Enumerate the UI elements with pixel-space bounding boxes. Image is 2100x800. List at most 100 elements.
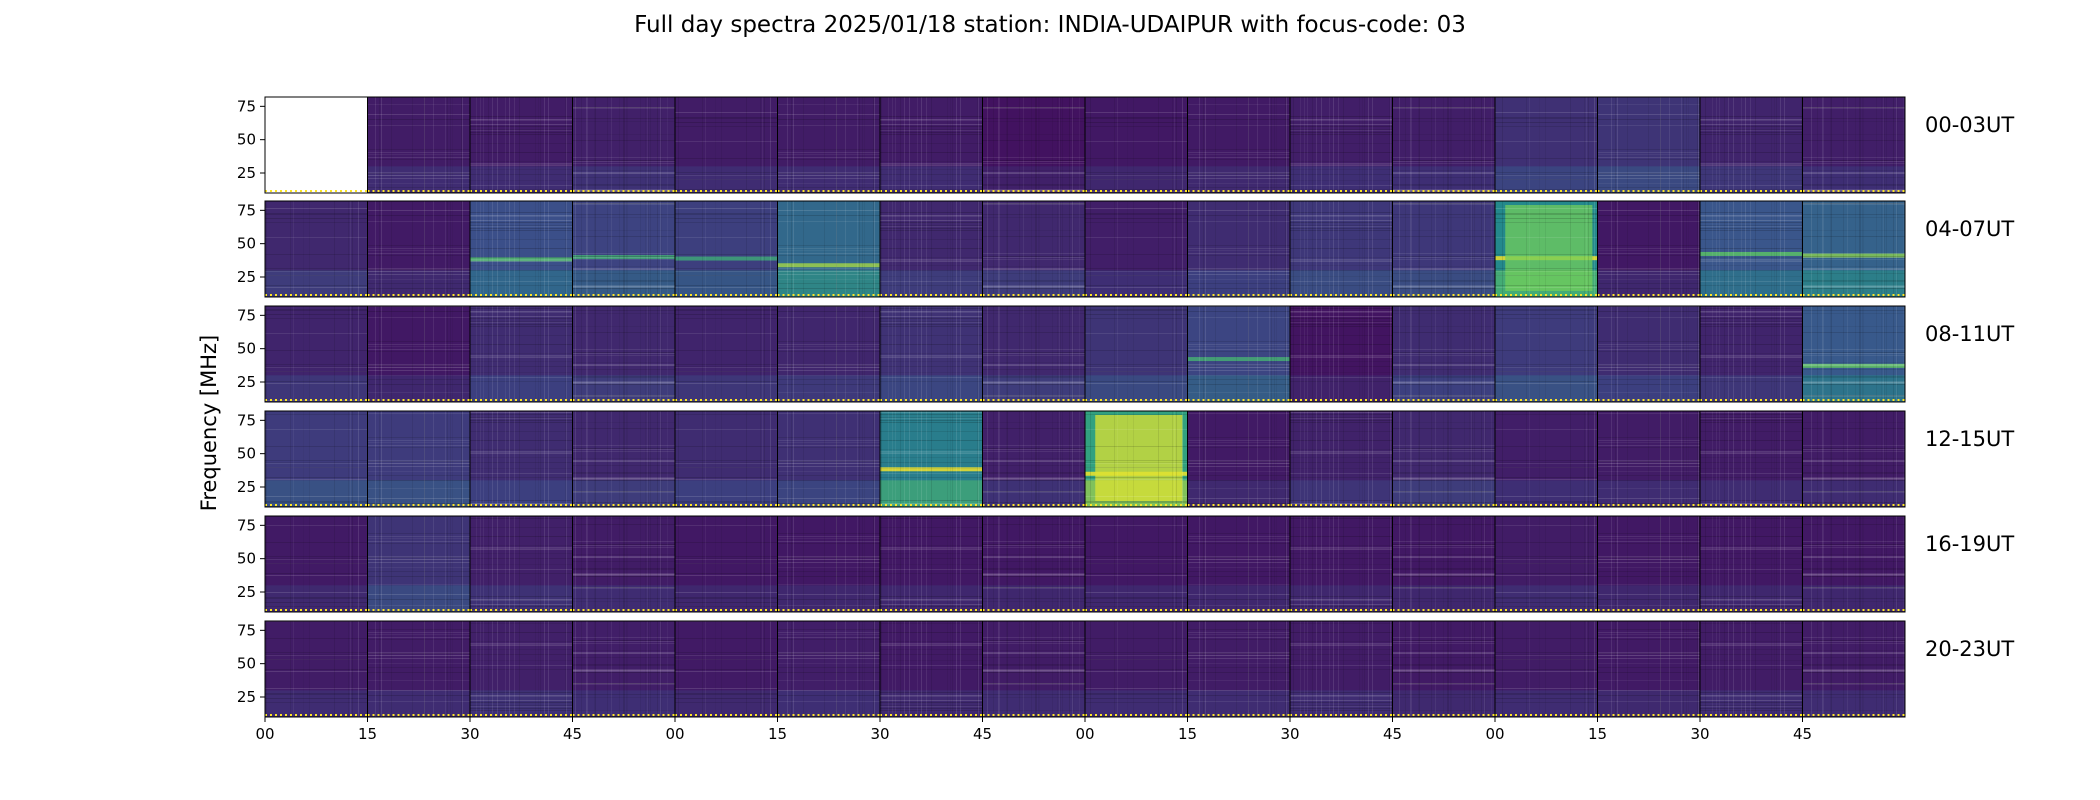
panel-texture xyxy=(1700,516,1803,612)
x-tick-label: 45 xyxy=(973,725,992,743)
spectrum-panel xyxy=(1289,200,1393,298)
panel-texture xyxy=(1085,201,1188,297)
spectra-row-04-07UT xyxy=(264,200,1906,298)
spectrum-panel xyxy=(777,96,881,194)
panel-texture xyxy=(1802,411,1905,507)
row-label: 20-23UT xyxy=(1925,637,2014,661)
spectrum-panel xyxy=(674,515,778,613)
panel-texture xyxy=(777,201,880,297)
panel-texture xyxy=(982,97,1085,193)
y-tick-label: 75 xyxy=(237,201,256,219)
spectrum-panel xyxy=(879,200,983,298)
row-label: 08-11UT xyxy=(1925,322,2014,346)
spectrum-panel xyxy=(1289,305,1393,403)
panel-texture xyxy=(1392,97,1495,193)
row-label: 12-15UT xyxy=(1925,427,2014,451)
spectrum-panel xyxy=(1392,305,1496,403)
panel-texture xyxy=(1802,97,1905,193)
spectrum-panel xyxy=(1494,410,1598,508)
panel-texture xyxy=(1085,516,1188,612)
panel-texture xyxy=(1700,201,1803,297)
spectrum-panel xyxy=(1187,620,1291,718)
panel-texture xyxy=(1495,97,1598,193)
spectrum-panel xyxy=(674,620,778,718)
spectrum-panel xyxy=(982,515,1086,613)
spectrum-panel xyxy=(982,200,1086,298)
spectrum-panel xyxy=(879,620,983,718)
x-tick-label: 00 xyxy=(255,725,274,743)
y-tick-label: 50 xyxy=(237,445,256,463)
spectrum-panel xyxy=(367,410,471,508)
panel-texture xyxy=(1597,411,1700,507)
spectrum-panel xyxy=(469,200,573,298)
panel-texture xyxy=(880,621,983,717)
spectrum-panel xyxy=(264,200,368,298)
panel-texture xyxy=(367,516,470,612)
panel-texture xyxy=(1700,621,1803,717)
spectrum-panel xyxy=(367,200,471,298)
x-tick-label: 00 xyxy=(665,725,684,743)
panel-texture xyxy=(265,201,368,297)
panel-frame xyxy=(1802,96,1906,194)
panel-texture xyxy=(265,516,368,612)
panel-texture xyxy=(265,621,368,717)
panel-texture xyxy=(1290,201,1393,297)
spectrum-panel xyxy=(1084,96,1188,194)
spectrum-panel xyxy=(1187,200,1291,298)
panel-texture xyxy=(367,97,470,193)
panel-texture xyxy=(1802,621,1905,717)
spectrum-panel xyxy=(879,305,983,403)
spectrum-panel xyxy=(264,305,368,403)
spectrum-panel xyxy=(469,515,573,613)
panel-texture xyxy=(1392,306,1495,402)
y-tick-label: 50 xyxy=(237,235,256,253)
panel-texture xyxy=(367,411,470,507)
spectrum-panel xyxy=(1597,96,1701,194)
spectrum-panel xyxy=(572,200,676,298)
panel-texture xyxy=(675,621,778,717)
panel-texture xyxy=(470,621,573,717)
spectrum-panel xyxy=(777,305,881,403)
spectrum-panel xyxy=(879,96,983,194)
panel-texture xyxy=(470,306,573,402)
panel-texture xyxy=(777,621,880,717)
panel-texture xyxy=(1290,621,1393,717)
spectrum-panel xyxy=(1802,620,1906,718)
y-tick-label: 25 xyxy=(237,373,256,391)
x-tick-label: 30 xyxy=(870,725,889,743)
spectrum-panel xyxy=(469,620,573,718)
spectra-row-20-23UT xyxy=(264,620,1906,718)
panel-texture xyxy=(572,306,675,402)
panel-texture xyxy=(982,516,1085,612)
row-label: 00-03UT xyxy=(1925,113,2014,137)
panel-texture xyxy=(1597,97,1700,193)
spectrum-panel xyxy=(674,305,778,403)
panel-frame xyxy=(1802,410,1906,508)
y-tick-label: 75 xyxy=(237,516,256,534)
x-tick-label: 15 xyxy=(768,725,787,743)
panel-texture xyxy=(777,97,880,193)
x-tick-label: 30 xyxy=(460,725,479,743)
panel-texture xyxy=(1085,621,1188,717)
panel-texture xyxy=(1392,621,1495,717)
panel-frame xyxy=(1802,305,1906,403)
panel-texture xyxy=(1392,411,1495,507)
panel-texture xyxy=(1187,411,1290,507)
spectrum-panel xyxy=(469,410,573,508)
spectrum-panel xyxy=(777,200,881,298)
spectrum-panel xyxy=(1597,410,1701,508)
spectrum-panel xyxy=(572,305,676,403)
panel-texture xyxy=(777,306,880,402)
spectrum-panel xyxy=(1597,620,1701,718)
y-axis-label: Frequency [MHz] xyxy=(197,335,221,511)
panel-texture xyxy=(367,201,470,297)
panel-texture xyxy=(982,201,1085,297)
panel-texture xyxy=(1597,516,1700,612)
x-tick-label: 00 xyxy=(1075,725,1094,743)
panel-texture xyxy=(572,621,675,717)
x-tick-label: 45 xyxy=(1793,725,1812,743)
spectrum-panel xyxy=(777,620,881,718)
panel-texture xyxy=(982,306,1085,402)
spectrum-panel xyxy=(1802,305,1906,403)
